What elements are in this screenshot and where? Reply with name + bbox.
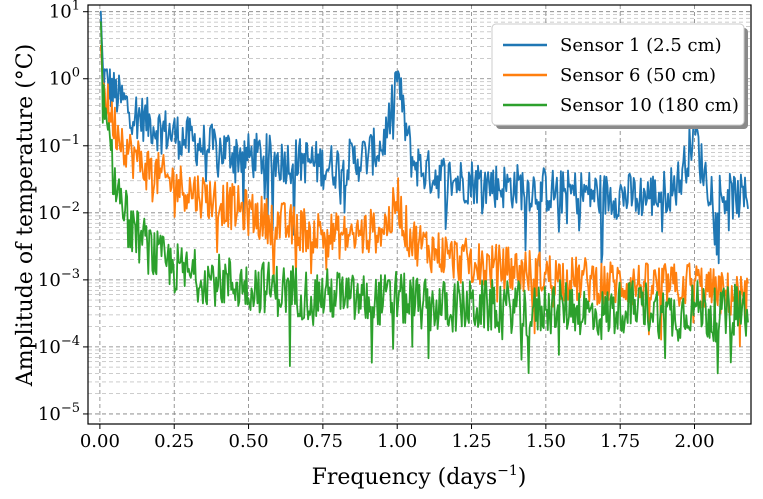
x-ticks: 0.00 0.25 0.50 0.75 1.00 1.25 1.50 1.75 2.00: [80, 424, 715, 452]
x-axis-label: Frequency (days−1): [312, 463, 527, 490]
legend-box: [491, 23, 745, 126]
series-line-1: [99, 44, 749, 348]
x-tick-label-3: 0.75: [303, 431, 343, 452]
x-tick-label-7: 1.75: [600, 431, 640, 452]
x-tick-label-2: 0.50: [229, 431, 269, 452]
legend-label-sensor-1: Sensor 1 (2.5 cm): [560, 35, 722, 56]
y-tick-label-6: 101: [49, 0, 80, 23]
legend: Sensor 1 (2.5 cm) Sensor 6 (50 cm) Senso…: [491, 23, 748, 129]
x-tick-label-8: 2.00: [674, 431, 714, 452]
y-axis-label: Amplitude of temperature (°C): [13, 44, 38, 387]
x-tick-label-6: 1.50: [526, 431, 566, 452]
y-ticks: 10−5 10−4 10−3 10−2 10−1 100 101: [38, 0, 88, 425]
y-tick-label-3: 10−2: [38, 200, 80, 224]
plot-frame: [87, 4, 752, 425]
y-tick-label-1: 10−4: [38, 334, 80, 358]
y-tick-label-0: 10−5: [38, 401, 80, 425]
series-line-2: [99, 21, 749, 375]
x-tick-label-0: 0.00: [80, 431, 120, 452]
x-tick-label-5: 1.25: [451, 431, 491, 452]
series-line-0: [99, 10, 749, 267]
y-tick-label-2: 10−3: [38, 267, 80, 291]
x-tick-label-4: 1.00: [377, 431, 417, 452]
y-tick-label-5: 100: [49, 66, 80, 90]
x-tick-label-1: 0.25: [154, 431, 194, 452]
legend-label-sensor-6: Sensor 6 (50 cm): [560, 65, 716, 86]
legend-label-sensor-10: Sensor 10 (180 cm): [560, 95, 739, 116]
y-tick-label-4: 10−1: [38, 133, 80, 157]
series-group: [99, 10, 749, 375]
